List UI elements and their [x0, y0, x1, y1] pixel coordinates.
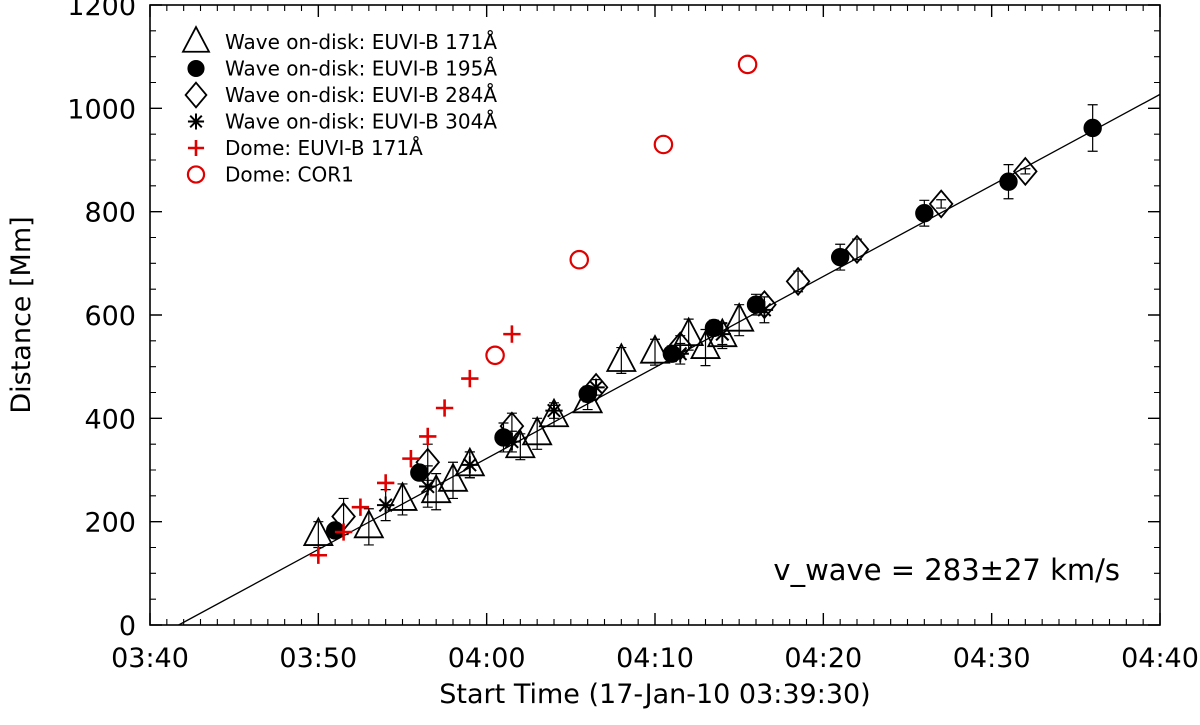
data-point-s4-p4: [402, 449, 420, 468]
data-point-s3-p4: [545, 401, 563, 420]
data-point-s3-p1: [419, 477, 437, 496]
x-tick-label-1: 03:50: [279, 643, 357, 674]
y-tick-label-0: 0: [119, 611, 136, 642]
data-point-s3-p3: [503, 432, 521, 451]
error-bar-s2-p8: [936, 199, 947, 209]
y-axis-label: Distance [Mm]: [6, 216, 37, 413]
legend-marker-5: [186, 165, 206, 184]
data-point-s2-p3: [583, 372, 609, 403]
legend-label-4: Dome: EUVI-B 171Å: [225, 136, 423, 160]
y-tick-label-3: 600: [84, 301, 136, 332]
legend-label-2: Wave on-disk: EUVI-B 284Å: [225, 83, 497, 107]
data-point-s2-p9: [1012, 156, 1038, 187]
data-point-s3-p7: [713, 325, 732, 343]
data-point-s0-p15: [723, 302, 755, 332]
data-point-s2-p6: [785, 266, 811, 297]
data-point-s5-p0: [485, 345, 505, 366]
x-axis-label: Start Time (17-Jan-10 03:39:30): [439, 679, 870, 710]
velocity-annotation: v_wave = 283±27 km/s: [773, 553, 1120, 587]
data-point-s1-p7: [830, 247, 850, 267]
data-point-s1-p8: [915, 204, 934, 223]
data-point-s5-p2: [653, 134, 674, 155]
y-tick-label-4: 800: [84, 198, 136, 229]
legend-label-0: Wave on-disk: EUVI-B 171Å: [225, 30, 497, 54]
error-bar-s0-p10: [616, 346, 627, 374]
data-point-s0-p7: [521, 415, 553, 446]
legend-marker-1: [187, 59, 205, 78]
data-point-s4-p6: [435, 399, 454, 417]
y-tick-label-2: 400: [84, 404, 136, 435]
y-tick-label-1: 200: [84, 508, 136, 539]
data-point-s0-p10: [605, 342, 637, 372]
data-point-s3-p0: [376, 496, 395, 514]
x-tick-label-4: 04:20: [784, 643, 862, 674]
data-point-s5-p3: [737, 54, 758, 75]
data-point-s5-p1: [569, 249, 590, 270]
legend-marker-0: [181, 25, 211, 53]
legend-label-3: Wave on-disk: EUVI-B 304Å: [225, 110, 497, 134]
data-point-s4-p8: [503, 325, 521, 343]
data-point-s1-p1: [410, 463, 429, 482]
error-bar-s0-p4: [448, 461, 458, 500]
data-point-s0-p0: [302, 516, 334, 546]
data-point-s0-p4: [437, 462, 469, 492]
data-point-s4-p1: [334, 523, 353, 541]
data-point-s4-p2: [351, 498, 370, 516]
legend-marker-3: [187, 113, 205, 130]
data-point-s0-p13: [690, 329, 721, 359]
y-tick-label-6: 1200: [67, 0, 136, 22]
x-tick-label-5: 04:30: [953, 643, 1031, 674]
data-point-s2-p1: [415, 447, 441, 477]
y-tick-label-5: 1000: [67, 94, 136, 125]
x-tick-label-0: 03:40: [111, 643, 189, 674]
data-point-s3-p5: [587, 378, 605, 397]
data-point-s0-p12: [673, 316, 705, 347]
data-point-s4-p7: [461, 369, 479, 388]
data-point-s1-p10: [1083, 118, 1102, 138]
axes-layer: 03:40 03:50 04:00 04:10 04:20 04:30 04:40 0 200 4…: [67, 0, 1199, 674]
error-bar-s0-p1: [363, 508, 374, 546]
x-tick-label-3: 04:10: [616, 643, 694, 674]
data-point-s1-p9: [999, 172, 1018, 191]
data-point-s1-p0: [325, 521, 345, 540]
data-point-s2-p8: [928, 189, 954, 219]
data-point-s0-p8: [538, 397, 570, 428]
legend: Wave on-disk: EUVI-B 171Å Wave on-disk: E…: [181, 25, 497, 187]
data-point-s4-p0: [309, 546, 328, 564]
legend-marker-4: [187, 139, 205, 157]
x-tick-label-6: 04:40: [1121, 643, 1199, 674]
data-point-s4-p3: [376, 474, 395, 492]
data-point-s0-p11: [639, 334, 671, 364]
data-point-s3-p6: [671, 345, 689, 363]
data-point-s2-p7: [844, 234, 870, 265]
data-point-s0-p1: [353, 508, 385, 539]
data-point-s4-p5: [419, 427, 437, 446]
data-point-s0-p5: [454, 446, 486, 477]
data-point-s0-p2: [387, 481, 418, 511]
data-point-s3-p8: [755, 301, 774, 319]
data-point-s3-p2: [461, 456, 479, 474]
legend-label-1: Wave on-disk: EUVI-B 195Å: [225, 57, 497, 81]
data-points-layer: [302, 54, 1102, 564]
x-tick-label-2: 04:00: [448, 643, 526, 674]
legend-marker-2: [184, 81, 208, 109]
legend-label-5: Dome: COR1: [225, 163, 354, 187]
error-bar-s0-p3: [431, 473, 442, 511]
